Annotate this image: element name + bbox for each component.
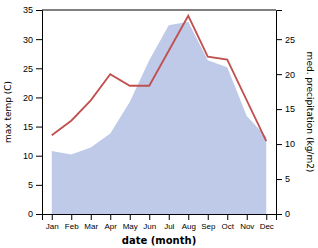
tick: 5 [28, 180, 42, 190]
tick-mark [130, 214, 131, 220]
tick-mark [36, 127, 42, 128]
tick-mark [276, 179, 282, 180]
tick-mark [36, 97, 42, 98]
tick-label: 5 [285, 174, 290, 184]
marks [52, 16, 267, 214]
tick-label: Jan [46, 222, 59, 231]
tick: Feb [65, 214, 79, 231]
tick-mark [276, 144, 282, 145]
tick-label: Jul [164, 222, 174, 231]
tick-label: 10 [285, 139, 295, 149]
tick-mark [36, 68, 42, 69]
tick-mark [36, 185, 42, 186]
tick: 25 [276, 35, 295, 45]
tick-mark [36, 156, 42, 157]
tick-label: 35 [23, 5, 33, 15]
tick: Nov [240, 214, 254, 231]
tick-label: Apr [105, 222, 118, 231]
tick-label: Aug [182, 222, 196, 231]
tick-mark [91, 214, 92, 220]
tick: Mar [84, 214, 98, 231]
tick-label: 20 [285, 70, 295, 80]
y-axis-title: max temp (C) [3, 81, 13, 143]
tick-label: Feb [65, 222, 79, 231]
tick: 5 [276, 174, 290, 184]
tick-mark [188, 214, 189, 220]
line [52, 16, 267, 141]
tick: May [123, 214, 138, 231]
tick-label: 10 [23, 151, 33, 161]
plot: Jan Feb Mar Apr May Jun Jul Aug Sep Oct Nov Dec 0 5 10… [23, 5, 295, 230]
tick: 0 [28, 209, 42, 219]
x-axis: Jan Feb Mar Apr May Jun Jul Aug Sep Oct Nov Dec [43, 214, 277, 231]
tick: Aug [182, 214, 196, 231]
axis-line [43, 215, 277, 221]
tick-mark [276, 39, 282, 40]
tick: Oct [222, 214, 235, 231]
tick-mark [36, 214, 42, 215]
tick-label: Sep [201, 222, 216, 231]
tick: Jun [143, 214, 156, 231]
tick: 15 [23, 122, 42, 132]
chart: Jan Feb Mar Apr May Jun Jul Aug Sep Oct Nov Dec 0 5 10… [0, 0, 318, 248]
tick-label: Jun [143, 222, 156, 231]
x-axis-title: date (month) [122, 235, 196, 246]
tick: 10 [276, 139, 295, 149]
tick-label: Oct [222, 222, 235, 231]
tick-label: 25 [23, 64, 33, 74]
tick: Jul [164, 214, 174, 231]
tick: 0 [276, 209, 290, 219]
tick: 20 [276, 70, 295, 80]
tick-label: 25 [285, 35, 295, 45]
tick-mark [247, 214, 248, 220]
y2-axis: 0 5 10 15 20 25 [276, 11, 295, 220]
tick-label: 30 [23, 35, 33, 45]
tick-mark [149, 214, 150, 220]
tick: Dec [260, 214, 274, 231]
tick-mark [276, 214, 282, 215]
tick: 35 [23, 5, 42, 15]
tick-label: May [123, 222, 138, 231]
tick-mark [110, 214, 111, 220]
tick-label: Nov [240, 222, 254, 231]
tick-mark [169, 214, 170, 220]
tick-mark [36, 10, 42, 11]
area [52, 22, 267, 214]
tick: Sep [201, 214, 216, 231]
tick: 15 [276, 104, 295, 114]
tick: 20 [23, 93, 42, 103]
axis-line [277, 11, 283, 215]
tick-mark [36, 39, 42, 40]
tick: 10 [23, 151, 42, 161]
tick-mark [276, 109, 282, 110]
tick-mark [71, 214, 72, 220]
tick-label: 15 [23, 122, 33, 132]
tick-label: 15 [285, 104, 295, 114]
y2-axis-title: med. precipitation (kg/m2) [305, 52, 315, 173]
tick-label: 0 [28, 209, 33, 219]
tick: Jan [46, 214, 59, 231]
tick-mark [52, 214, 53, 220]
tick-label: 20 [23, 93, 33, 103]
y-axis: 0 5 10 15 20 25 30 35 [23, 5, 43, 219]
tick: 30 [23, 35, 42, 45]
tick-label: Dec [260, 222, 274, 231]
tick-mark [208, 214, 209, 220]
tick-mark [266, 214, 267, 220]
tick-label: Mar [84, 222, 98, 231]
frame [42, 10, 276, 11]
tick-label: 0 [285, 209, 290, 219]
tick-label: 5 [28, 180, 33, 190]
tick: 25 [23, 64, 42, 74]
tick: Apr [105, 214, 118, 231]
tick-mark [227, 214, 228, 220]
tick-mark [276, 74, 282, 75]
axis-line [36, 11, 43, 215]
